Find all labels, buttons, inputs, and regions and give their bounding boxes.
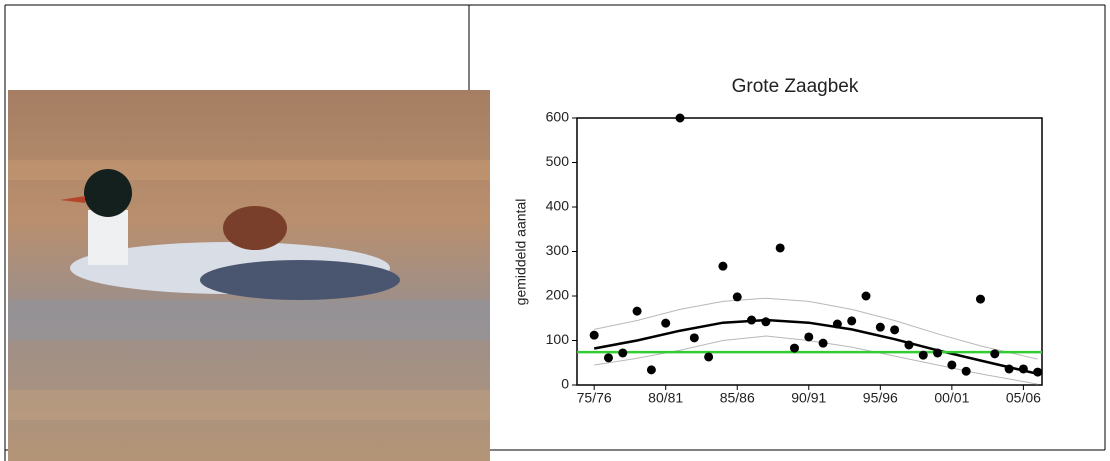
y-tick-label: 500 [546, 153, 570, 169]
plot-frame [576, 117, 1043, 386]
data-point [1004, 364, 1014, 374]
x-tick-label: 05/06 [1006, 390, 1041, 406]
data-point [890, 325, 900, 335]
x-tick-label: 75/76 [577, 390, 612, 406]
data-point [990, 349, 1000, 359]
chart-title: Grote Zaagbek [732, 76, 859, 97]
data-point [789, 343, 799, 353]
y-axis-label: gemiddeld aantal [513, 199, 529, 306]
data-point [603, 353, 613, 363]
x-tick-label: 90/91 [791, 390, 826, 406]
data-point [704, 352, 714, 362]
data-point [818, 338, 828, 348]
y-tick-label: 600 [546, 109, 570, 125]
data-point [675, 113, 685, 123]
y-tick-label: 200 [546, 287, 570, 303]
data-point [918, 350, 928, 360]
data-point [775, 243, 785, 253]
y-tick-label: 0 [561, 376, 569, 392]
data-point [975, 294, 985, 304]
data-point [947, 360, 957, 370]
data-point [632, 306, 642, 316]
trend-line [593, 318, 1038, 376]
x-tick-label: 95/96 [863, 390, 898, 406]
photo [8, 90, 490, 461]
data-point [1018, 364, 1028, 374]
data-point [875, 322, 885, 332]
data-point [732, 292, 742, 302]
y-tick-label: 300 [546, 242, 570, 258]
data-point [832, 319, 842, 329]
data-point [618, 348, 628, 358]
data-point [933, 348, 943, 358]
data-point [646, 365, 656, 375]
y-tick-label: 400 [546, 198, 570, 214]
y-tick-label: 100 [546, 331, 570, 347]
data-point [904, 340, 914, 350]
data-point [747, 315, 757, 325]
confidence-upper [594, 297, 1038, 360]
data-point [689, 333, 699, 343]
data-point [847, 316, 857, 326]
x-tick-label: 80/81 [648, 390, 683, 406]
data-point [718, 261, 728, 271]
data-point [804, 332, 814, 342]
data-point [589, 330, 599, 340]
data-point [861, 291, 871, 301]
x-tick-label: 00/01 [934, 390, 969, 406]
data-point [761, 317, 771, 327]
data-point [1033, 367, 1043, 377]
data-point [661, 318, 671, 328]
data-point [961, 366, 971, 376]
x-tick-label: 85/86 [720, 390, 755, 406]
